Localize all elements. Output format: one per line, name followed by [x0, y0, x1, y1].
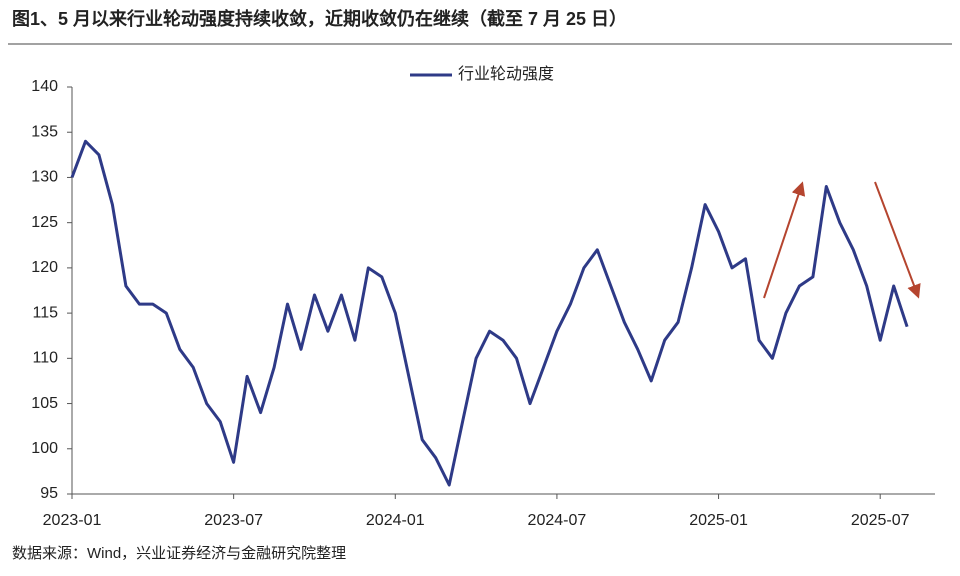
y-tick-label: 120 — [31, 259, 58, 276]
x-tick-label: 2024-07 — [528, 512, 587, 529]
arrow-down — [874, 181, 921, 299]
x-tick-label: 2023-01 — [43, 512, 102, 529]
source: 数据来源：Wind，兴业证券经济与金融研究院整理 — [12, 544, 346, 562]
y-tick-label: 130 — [31, 169, 58, 186]
x-tick-label: 2023-07 — [204, 512, 263, 529]
arrow-up — [763, 181, 806, 299]
legend-label: 行业轮动强度 — [458, 65, 554, 83]
y-tick-label: 95 — [40, 485, 58, 502]
series-line — [70, 139, 909, 487]
y-tick-label: 140 — [31, 78, 58, 95]
y-tick-label: 100 — [31, 440, 58, 457]
y-tick-label: 105 — [31, 395, 58, 412]
x-tick-label: 2024-01 — [366, 512, 425, 529]
y-tick-label: 125 — [31, 214, 58, 231]
x-tick-label: 2025-07 — [851, 512, 910, 529]
y-tick-label: 110 — [32, 350, 58, 367]
x-tick-label: 2025-01 — [689, 512, 748, 529]
y-tick-label: 135 — [31, 123, 58, 140]
y-tick-label: 115 — [32, 304, 58, 321]
chart-title: 图1、5 月以来行业轮动强度持续收敛，近期收敛仍在继续（截至 7 月 25 日） — [12, 8, 627, 29]
